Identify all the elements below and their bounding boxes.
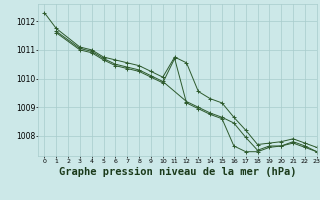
- X-axis label: Graphe pression niveau de la mer (hPa): Graphe pression niveau de la mer (hPa): [59, 167, 296, 177]
